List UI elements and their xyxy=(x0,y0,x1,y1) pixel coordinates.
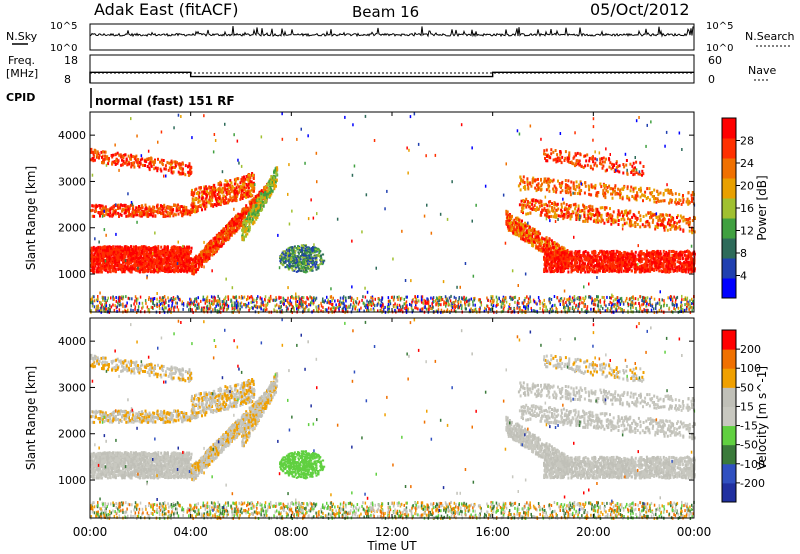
power-colorbar: 28 24 20 16 12 8 4 xyxy=(721,117,754,299)
x-tick-label: 08:00 xyxy=(274,525,309,539)
colorbar-swatch xyxy=(722,330,736,350)
x-tick-label: 04:00 xyxy=(173,525,208,539)
power-scatter xyxy=(90,112,696,315)
colorbar-tick-label: 28 xyxy=(740,135,754,148)
x-tick-label: 12:00 xyxy=(375,525,410,539)
power-colorbar-label: Power [dB] xyxy=(755,175,769,240)
colorbar-swatch xyxy=(722,406,736,427)
power-y-label: Slant Range [km] xyxy=(24,166,38,270)
nsky-panel: N.Sky 10^5 10^0 10^5 10^0 N.Search xyxy=(6,21,795,54)
colorbar-tick-label: -15 xyxy=(740,420,758,433)
colorbar-tick-label: 50 xyxy=(740,381,754,394)
power-panel: 1000 2000 3000 4000 Slant Range [km] 28 24 20… xyxy=(24,111,769,315)
colorbar-tick-label: 12 xyxy=(740,225,754,238)
freq-label: Freq. xyxy=(8,54,35,67)
colorbar-swatch xyxy=(722,387,736,407)
colorbar-swatch xyxy=(722,118,736,139)
nave-tick-bottom: 0 xyxy=(708,73,715,86)
colorbar-swatch xyxy=(722,198,736,219)
colorbar-tick-label: 20 xyxy=(740,180,754,193)
colorbar-swatch xyxy=(722,349,736,369)
colorbar-tick-label: 24 xyxy=(740,157,754,170)
colorbar-swatch xyxy=(722,218,736,239)
y-tick-label: 2000 xyxy=(58,222,86,235)
y-tick-label: 1000 xyxy=(58,268,86,281)
beam-title: Beam 16 xyxy=(352,3,419,21)
date-title: 05/Oct/2012 xyxy=(590,0,690,19)
colorbar-swatch xyxy=(722,444,736,465)
colorbar-tick-label: -200 xyxy=(740,477,765,490)
colorbar-swatch xyxy=(722,278,736,299)
x-axis-ticks: 00:00 04:00 08:00 12:00 16:00 20:00 00:00 xyxy=(73,112,712,539)
y-tick-label: 3000 xyxy=(58,175,86,188)
colorbar-tick-label: 200 xyxy=(740,343,761,356)
y-tick-label: 4000 xyxy=(58,129,86,142)
colorbar-swatch xyxy=(722,368,736,388)
x-tick-label: 16:00 xyxy=(475,525,510,539)
colorbar-swatch xyxy=(722,425,736,446)
cpid-label: CPID xyxy=(6,91,35,104)
colorbar-swatch xyxy=(722,238,736,259)
nsky-tick-bottom: 10^0 xyxy=(50,43,77,54)
freq-tick-bottom: 8 xyxy=(64,73,71,86)
x-tick-label: 00:00 xyxy=(73,525,108,539)
colorbar-tick-label: 16 xyxy=(740,202,754,215)
y-tick-label: 3000 xyxy=(58,381,86,394)
colorbar-swatch xyxy=(722,258,736,279)
power-y-ticks: 1000 2000 3000 4000 xyxy=(58,129,694,281)
nave-tick-top: 60 xyxy=(708,54,722,67)
x-tick-label: 00:00 xyxy=(677,525,712,539)
velocity-scatter xyxy=(90,318,696,521)
colorbar-tick-label: 15 xyxy=(740,400,754,413)
freq-trace xyxy=(89,71,694,83)
colorbar-tick-label: -50 xyxy=(740,439,758,452)
nsearch-tick-top: 10^5 xyxy=(706,21,733,32)
velocity-y-label: Slant Range [km] xyxy=(24,366,38,470)
station-title: Adak East (fitACF) xyxy=(94,0,238,19)
y-tick-label: 4000 xyxy=(58,335,86,348)
velocity-panel: 1000 2000 3000 4000 Slant Range [km] 200 100… xyxy=(24,317,769,521)
colorbar-swatch xyxy=(722,482,736,503)
freq-panel: Freq. [MHz] 18 8 60 0 Nave xyxy=(6,54,776,86)
colorbar-swatch xyxy=(722,158,736,179)
nave-label: Nave xyxy=(748,64,776,77)
nsearch-tick-bottom: 10^0 xyxy=(706,43,733,54)
velocity-colorbar-label: Velocity [m s^-1] xyxy=(755,366,769,470)
x-tick-label: 20:00 xyxy=(576,525,611,539)
colorbar-tick-label: 8 xyxy=(740,247,747,260)
cpid-mode: normal (fast) 151 RF xyxy=(95,94,235,108)
colorbar-tick-label: 4 xyxy=(740,270,747,283)
velocity-colorbar: 200 100 50 15 -15 -50 -100 -200 xyxy=(721,329,765,503)
colorbar-swatch xyxy=(722,138,736,159)
colorbar-swatch xyxy=(722,463,736,484)
x-axis-title: Time UT xyxy=(366,539,417,553)
freq-unit-label: [MHz] xyxy=(6,67,38,80)
nsky-label: N.Sky xyxy=(6,30,38,43)
y-tick-label: 1000 xyxy=(58,474,86,487)
nsky-trace xyxy=(89,26,694,49)
colorbar-swatch xyxy=(722,178,736,199)
velocity-y-ticks: 1000 2000 3000 4000 xyxy=(58,335,694,487)
nsky-tick-top: 10^5 xyxy=(50,21,77,32)
y-tick-label: 2000 xyxy=(58,428,86,441)
colorbar-tick-label: -100 xyxy=(740,458,765,471)
nsearch-label: N.Search xyxy=(745,30,795,43)
colorbar-tick-label: 100 xyxy=(740,362,761,375)
freq-tick-top: 18 xyxy=(64,54,78,67)
